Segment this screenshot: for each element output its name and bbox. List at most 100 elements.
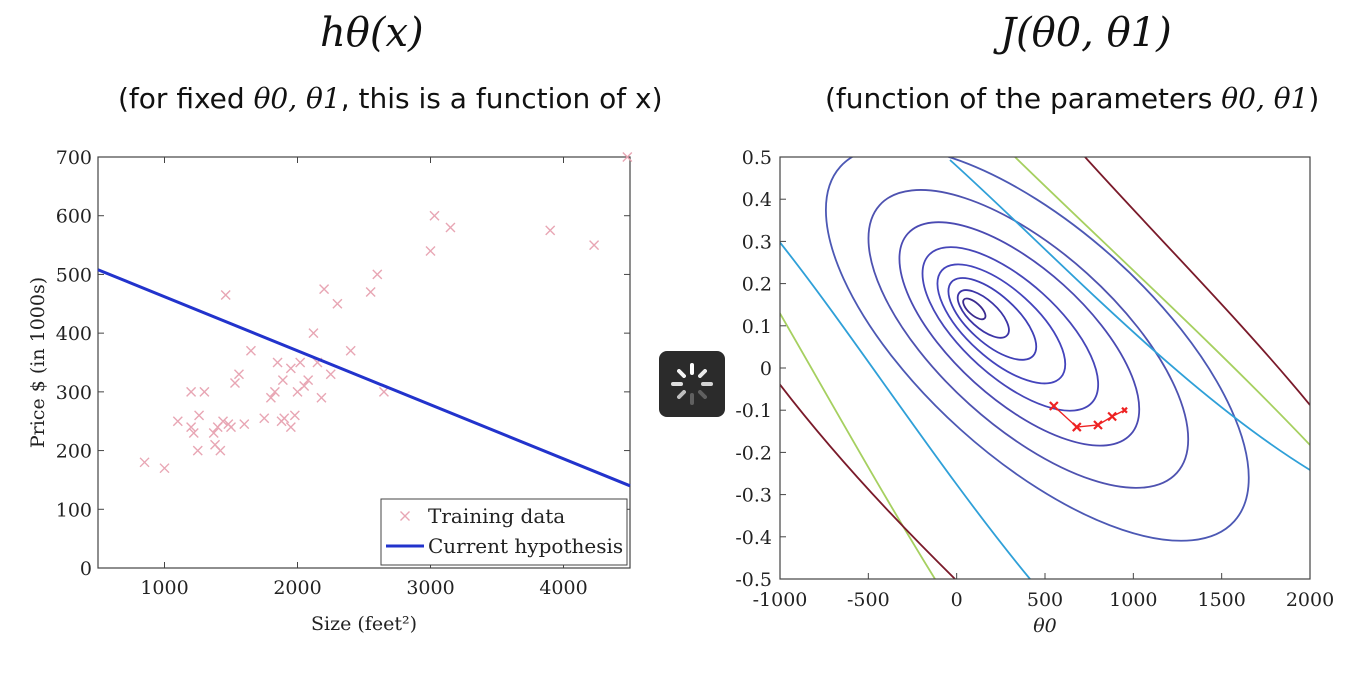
- left-subtitle-math: θ0, θ1: [253, 82, 341, 115]
- contour-band-red: [780, 383, 956, 579]
- y-tick-label: 0: [80, 558, 92, 580]
- contour-ellipse: [898, 221, 1141, 447]
- training-data-point: [159, 463, 170, 474]
- legend-box: [380, 498, 628, 566]
- training-data-point: [229, 378, 240, 389]
- y-tick-label: -0.2: [735, 442, 772, 464]
- contour-ellipse: [947, 277, 1038, 361]
- y-tick-label: 600: [56, 206, 92, 228]
- training-data-point: [139, 457, 150, 468]
- training-data-point: [345, 345, 356, 356]
- training-data-point: [365, 287, 376, 298]
- y-axis-label: Price $ (in 1000s): [27, 277, 49, 448]
- y-tick-label: 0.5: [742, 147, 772, 169]
- training-data-point: [285, 422, 296, 433]
- legend-training-label: Training data: [428, 504, 565, 528]
- training-data-point: [289, 410, 300, 421]
- y-tick-label: 200: [56, 441, 92, 463]
- y-tick-label: 300: [56, 382, 92, 404]
- right-panel-title: J(θ0, θ1): [1000, 10, 1172, 56]
- y-tick-label: -0.5: [735, 569, 772, 591]
- descent-path-point: [1107, 411, 1117, 422]
- training-data-point: [316, 392, 327, 403]
- training-data-point: [245, 345, 256, 356]
- x-tick-label: 2000: [1286, 589, 1334, 611]
- contour-band-cyan: [949, 159, 1310, 471]
- descent-path: [1049, 401, 1128, 432]
- contour-band-green: [780, 311, 936, 579]
- legend-training-marker: [400, 511, 410, 521]
- left-subtitle-prefix: (for fixed: [118, 82, 254, 115]
- contour-ellipse: [825, 157, 1250, 542]
- training-data-point: [265, 392, 276, 403]
- x-tick-label: 3000: [406, 577, 454, 599]
- y-tick-label: 0.4: [742, 189, 772, 211]
- x-axis-label: Size (feet²): [311, 613, 417, 635]
- x-tick-label: 1000: [140, 577, 188, 599]
- y-tick-label: 400: [56, 323, 92, 345]
- training-data-point: [218, 416, 229, 427]
- right-subtitle-math: θ0, θ1: [1221, 82, 1309, 115]
- y-tick-label: 500: [56, 264, 92, 286]
- training-data-point: [208, 427, 219, 438]
- training-data-point: [295, 357, 306, 368]
- plot-frame: [779, 156, 1311, 580]
- contour-ellipse: [867, 189, 1190, 489]
- hypothesis-line: [97, 268, 631, 488]
- training-data-point: [272, 357, 283, 368]
- contour-ellipse: [962, 297, 987, 321]
- right-panel-subtitle: (function of the parameters θ0, θ1): [825, 82, 1320, 115]
- descent-path-point: [1049, 401, 1059, 411]
- training-data-point: [622, 152, 633, 162]
- training-data-point: [445, 222, 456, 233]
- training-data-point: [425, 245, 436, 256]
- training-data-point: [186, 422, 197, 433]
- y-tick-label: -0.3: [735, 485, 772, 507]
- left-panel-title: hθ(x): [320, 10, 424, 56]
- x-tick-label: -500: [847, 589, 890, 611]
- x-tick-label: -1000: [753, 589, 808, 611]
- descent-path-point: [1093, 420, 1103, 430]
- cost-contour-chart: -1000 -500 0 500 1000 1500 2000 0.5 0.4 0.3 0.2 0.1…: [735, 147, 1334, 637]
- training-data-point: [429, 210, 440, 221]
- training-data-point: [186, 386, 197, 397]
- training-data-point: [378, 386, 389, 397]
- contour-lines: [780, 157, 1310, 579]
- training-data-point: [199, 386, 210, 397]
- contour-band-red: [1084, 157, 1310, 406]
- y-tick-label: 100: [56, 499, 92, 521]
- training-data-point: [545, 225, 556, 236]
- y-tick-label: 0: [760, 358, 772, 380]
- training-data-point: [233, 369, 244, 380]
- y-tick-label: 0.3: [742, 231, 772, 253]
- training-data-point: [220, 289, 231, 300]
- x-axis-label: θ0: [1033, 615, 1057, 637]
- training-data-point: [589, 240, 600, 251]
- training-data-point: [308, 328, 319, 339]
- x-tick-label: 1500: [1197, 589, 1245, 611]
- loading-spinner-icon: [659, 351, 725, 417]
- x-tick-label: 2000: [273, 577, 321, 599]
- training-data-point: [332, 298, 343, 309]
- training-data-point: [303, 375, 314, 386]
- right-subtitle-prefix: (function of the parameters: [825, 82, 1222, 115]
- spinner-glyph: [671, 363, 713, 405]
- descent-path-point: [1121, 406, 1128, 414]
- descent-path-point: [1072, 422, 1082, 432]
- training-data-point: [226, 422, 236, 433]
- x-tick-label: 500: [1027, 589, 1063, 611]
- price-vs-size-chart: 1000 2000 3000 4000 0 100 200 300 400 500 600 700 Si…: [27, 147, 633, 635]
- training-data-point: [319, 284, 330, 295]
- contour-ellipse: [936, 263, 1067, 385]
- training-data-point: [172, 416, 183, 427]
- descent-path-line: [1053, 405, 1125, 428]
- left-panel-subtitle: (for fixed θ0, θ1, this is a function of…: [118, 82, 663, 115]
- training-data-point: [259, 413, 270, 424]
- y-tick-label: -0.1: [735, 400, 772, 422]
- contour-band-cyan: [780, 241, 1031, 579]
- contour-ellipse: [956, 289, 1010, 339]
- training-data-point: [285, 363, 296, 374]
- training-data-point: [215, 445, 226, 456]
- training-data-point: [239, 419, 250, 430]
